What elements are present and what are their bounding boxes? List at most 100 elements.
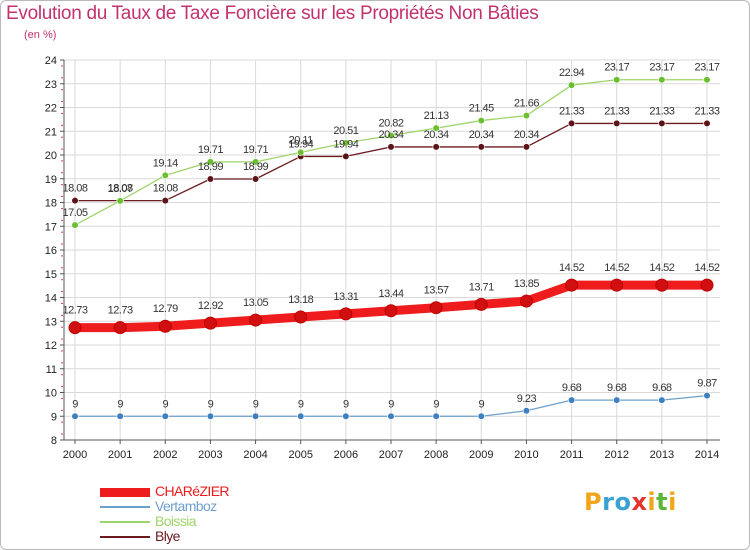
data-label: 17.05 [62,207,87,219]
data-label: 9 [162,398,168,410]
data-label: 9 [72,398,78,410]
data-label: 12.73 [108,305,133,317]
data-point [522,143,531,151]
data-label: 18.99 [243,161,268,173]
data-label: 20.34 [378,129,403,141]
data-point [161,171,169,180]
y-tick-label: 12 [45,340,57,352]
data-point [387,143,395,151]
data-point [297,148,305,156]
data-label: 12.92 [198,300,223,312]
data-point [297,412,305,420]
data-point [387,412,395,420]
y-tick-label: 13 [45,316,57,328]
data-label: 21.33 [604,105,629,117]
legend: CHARéZIER Vertamboz Boissia Blye [100,484,300,544]
data-point [161,412,169,420]
data-point [432,412,440,420]
legend-item: Boissia [100,514,300,529]
data-point [613,119,621,128]
data-label: 9.68 [562,382,582,394]
data-label: 22.94 [559,67,584,79]
data-point [116,197,124,205]
data-label: 21.66 [514,98,539,110]
y-tick-label: 24 [45,55,57,67]
data-label: 9 [298,398,304,410]
data-point [703,76,711,84]
proxiti-logo: Proxiti [584,488,677,516]
legend-label: Boissia [155,513,197,529]
data-label: 19.71 [198,144,223,156]
legend-item: Blye [100,529,300,544]
x-tick-label: 2010 [514,449,538,461]
data-point [251,158,260,166]
data-label: 13.71 [469,281,494,293]
data-label: 19.71 [243,144,268,156]
data-label: 18.99 [198,161,223,173]
data-label: 9 [343,398,349,410]
data-label: 9 [253,398,259,410]
y-tick-label: 8 [51,435,57,447]
data-label: 9 [433,398,439,410]
data-label: 9 [117,398,123,410]
data-point [206,158,215,166]
data-label: 13.85 [514,278,539,290]
y-tick-label: 23 [45,79,57,91]
data-label: 14.52 [559,262,584,274]
x-tick-label: 2007 [379,449,403,461]
x-tick-label: 2002 [153,449,177,461]
y-tick-label: 10 [45,388,57,400]
legend-swatch [100,521,150,523]
data-label: 14.52 [604,262,629,274]
data-label: 21.33 [559,105,584,117]
data-label: 12.73 [62,305,87,317]
data-point [384,304,398,318]
data-point [522,407,531,415]
legend-swatch [100,506,150,508]
data-label: 19.14 [153,157,178,169]
data-point [613,396,621,404]
data-point [565,278,579,292]
data-point [474,297,488,311]
data-label: 9 [208,398,214,410]
data-label: 20.34 [424,129,449,141]
chart-title: Evolution du Taux de Taxe Foncière sur l… [6,3,539,24]
x-tick-label: 2012 [604,449,628,461]
data-label: 19.94 [288,138,313,150]
legend-item: CHARéZIER [100,484,300,499]
data-label: 18.07 [108,183,133,195]
x-tick-label: 2013 [650,449,674,461]
data-label: 18.08 [62,183,87,195]
data-label: 21.33 [694,105,719,117]
data-label: 13.31 [333,291,358,303]
data-point [161,197,169,205]
data-point [522,111,531,120]
data-point [477,143,485,151]
data-label: 21.45 [469,103,494,115]
data-label: 13.44 [378,288,403,300]
data-point [658,396,666,404]
data-label: 18.08 [108,183,133,195]
y-tick-label: 22 [45,103,57,115]
data-label: 13.05 [243,297,268,309]
data-point [567,119,576,128]
data-point [655,278,669,292]
data-point [342,152,350,161]
y-tick-label: 9 [51,411,57,423]
data-point [158,319,172,333]
data-point [477,116,485,125]
legend-label: Vertamboz [155,498,217,514]
data-label: 9 [478,398,484,410]
data-point [116,412,124,420]
data-point [429,301,443,315]
data-label: 20.34 [469,129,494,141]
data-point [251,175,260,183]
data-label: 9.68 [607,382,627,394]
data-point [703,391,711,400]
data-label: 21.13 [424,110,449,122]
data-point [71,197,79,205]
x-tick-label: 2008 [424,449,448,461]
data-label: 12.79 [153,303,178,315]
legend-label: Blye [155,528,180,544]
data-point [342,139,350,147]
